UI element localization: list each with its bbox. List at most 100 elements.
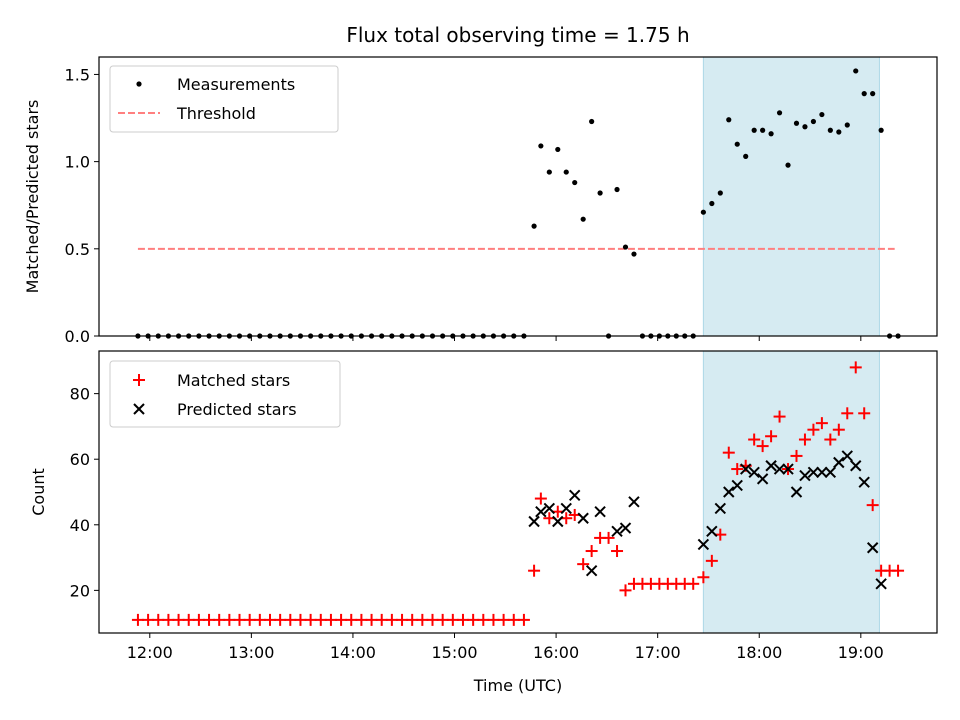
matched-star-point-22 <box>355 613 368 626</box>
predicted-star-point-0 <box>528 515 540 528</box>
matched-star-point-8 <box>213 613 226 626</box>
matched-star-point-74 <box>824 433 837 446</box>
matched-star-point-1 <box>142 613 155 626</box>
matched-star-point-23 <box>365 613 378 626</box>
x-tick-label-2: 14:00 <box>330 643 376 662</box>
matched-star-point-66 <box>756 440 769 453</box>
predicted-star-point-27 <box>824 466 837 479</box>
legend-measurements-marker <box>136 81 142 87</box>
ratio-y-axis-label: Matched/Predicted stars <box>23 100 42 294</box>
matched-star-point-13 <box>263 613 276 626</box>
matched-star-point-75 <box>832 423 845 436</box>
predicted-star-point-22 <box>782 463 794 475</box>
matched-star-point-59 <box>697 571 710 584</box>
measurement-point-51 <box>631 251 637 257</box>
matched-star-point-65 <box>748 433 761 446</box>
measurement-point-74 <box>827 127 833 133</box>
matched-star-point-60 <box>705 554 718 567</box>
matched-star-point-2 <box>152 613 165 626</box>
matched-star-point-68 <box>773 410 786 423</box>
measurement-point-61 <box>717 190 723 196</box>
measurement-point-43 <box>563 169 569 175</box>
matched-star-point-46 <box>585 545 598 558</box>
legend-threshold-label: Threshold <box>176 104 256 123</box>
measurement-point-41 <box>546 169 552 175</box>
predicted-star-point-10 <box>619 522 632 534</box>
measurement-point-80 <box>878 127 884 133</box>
measurement-point-60 <box>709 200 715 207</box>
predicted-star-point-24 <box>799 469 811 482</box>
measurement-point-79 <box>870 91 876 97</box>
count-x-ticks: 12:00 13:00 14:00 15:00 16:00 17:00 18:00 19:00 <box>127 633 884 662</box>
matched-star-point-32 <box>456 613 469 626</box>
measurement-point-39 <box>531 223 537 229</box>
predicted-stars-series <box>528 450 887 590</box>
matched-star-point-76 <box>841 407 854 420</box>
ratio-y-tick-label-0: 0.0 <box>65 327 90 346</box>
predicted-star-point-13 <box>706 525 718 538</box>
predicted-star-point-3 <box>552 515 564 528</box>
measurement-point-49 <box>614 186 620 193</box>
predicted-star-point-26 <box>816 466 828 479</box>
predicted-star-point-23 <box>790 486 803 498</box>
legend-measurements-label: Measurements <box>177 75 295 94</box>
matched-star-point-6 <box>192 613 205 626</box>
measurement-point-67 <box>768 131 774 137</box>
matched-star-point-4 <box>172 613 185 626</box>
count-y-tick-label-2: 60 <box>70 450 90 469</box>
predicted-star-point-32 <box>866 542 879 554</box>
matched-star-point-25 <box>385 613 398 626</box>
predicted-star-point-15 <box>723 486 735 498</box>
measurement-point-45 <box>580 216 586 222</box>
matched-star-point-71 <box>798 433 811 446</box>
measurement-point-73 <box>819 111 825 118</box>
matched-star-point-27 <box>406 613 419 626</box>
ratio-legend: Measurements Threshold <box>109 65 339 133</box>
matched-star-point-34 <box>477 613 490 626</box>
x-tick-label-1: 13:00 <box>228 643 274 662</box>
measurement-point-70 <box>793 120 800 126</box>
measurement-point-46 <box>589 118 595 125</box>
matched-star-point-72 <box>807 423 820 436</box>
predicted-star-point-29 <box>841 450 853 462</box>
predicted-star-point-18 <box>748 466 760 479</box>
predicted-star-point-21 <box>773 463 786 475</box>
matched-star-point-14 <box>274 613 287 626</box>
matched-star-point-15 <box>284 613 297 626</box>
x-tick-label-0: 12:00 <box>127 643 173 662</box>
predicted-star-point-19 <box>756 473 769 485</box>
matched-star-point-78 <box>858 407 871 420</box>
ratio-x-ticks <box>149 336 862 341</box>
matched-star-point-30 <box>436 613 449 626</box>
measurement-point-75 <box>836 129 842 135</box>
count-legend: Matched stars Predicted stars <box>109 360 341 428</box>
matched-star-point-73 <box>815 417 828 430</box>
matched-star-point-70 <box>790 449 803 462</box>
matched-star-point-18 <box>314 613 327 626</box>
matched-star-point-79 <box>866 499 879 512</box>
matched-star-point-37 <box>507 613 520 626</box>
matched-star-point-45 <box>577 558 590 571</box>
matched-star-point-17 <box>304 613 317 626</box>
matched-star-point-7 <box>203 613 216 626</box>
ratio-y-tick-label-3: 1.5 <box>65 65 90 84</box>
x-tick-label-4: 16:00 <box>533 643 579 662</box>
measurement-point-77 <box>853 68 859 74</box>
matched-star-point-49 <box>611 545 624 558</box>
matched-star-point-63 <box>731 463 744 476</box>
measurement-point-72 <box>810 118 817 125</box>
x-tick-label-5: 17:00 <box>635 643 681 662</box>
predicted-star-point-33 <box>875 578 887 590</box>
observing-window-highlight-bottom <box>702 350 880 634</box>
measurement-point-62 <box>726 117 732 123</box>
matched-star-point-31 <box>446 613 459 626</box>
predicted-star-point-9 <box>611 525 623 538</box>
measurement-point-59 <box>700 209 706 215</box>
matched-star-point-62 <box>722 446 735 459</box>
measurement-point-69 <box>785 162 791 168</box>
legend-matched-marker <box>133 374 145 386</box>
matched-star-point-77 <box>849 361 862 374</box>
matched-star-point-36 <box>497 613 510 626</box>
ratio-y-tick-label-1: 0.5 <box>65 240 90 259</box>
